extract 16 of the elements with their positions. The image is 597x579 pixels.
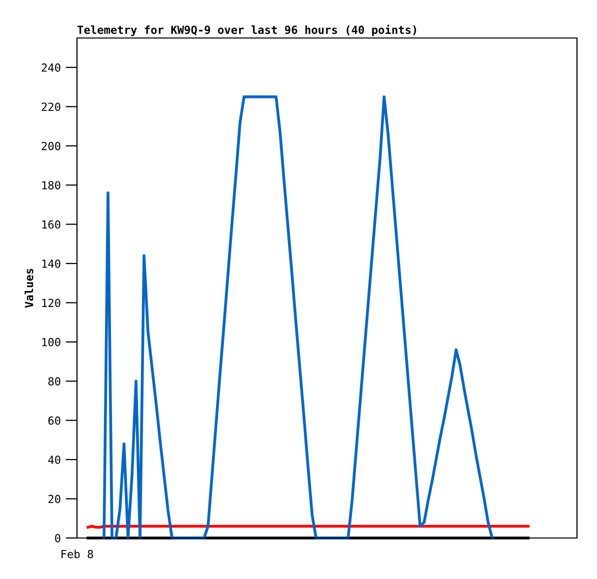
y-tick-label: 180	[42, 181, 60, 190]
y-tick-label: 0	[55, 534, 60, 542]
y-tick-label: 40	[48, 456, 60, 464]
y-tick-label: 140	[42, 259, 60, 268]
y-tick-label: 60	[48, 416, 60, 425]
y-tick-label: 220	[42, 102, 60, 112]
y-tick-label: 100	[42, 338, 60, 346]
y-tick-label: 120	[42, 298, 60, 308]
y-tick-label: 240	[42, 63, 60, 72]
y-tick-label: 20	[48, 494, 60, 504]
y-tick-label: 200	[42, 142, 60, 150]
y-tick-label: 80	[48, 377, 60, 386]
text: Feb 8	[62, 550, 94, 558]
y-tick-label: 160	[42, 220, 60, 229]
chart-title: Telemetry for KW9Q-9 over last 96 hours (40 points)	[77, 24, 416, 36]
y-axis-title: Values	[24, 268, 34, 308]
